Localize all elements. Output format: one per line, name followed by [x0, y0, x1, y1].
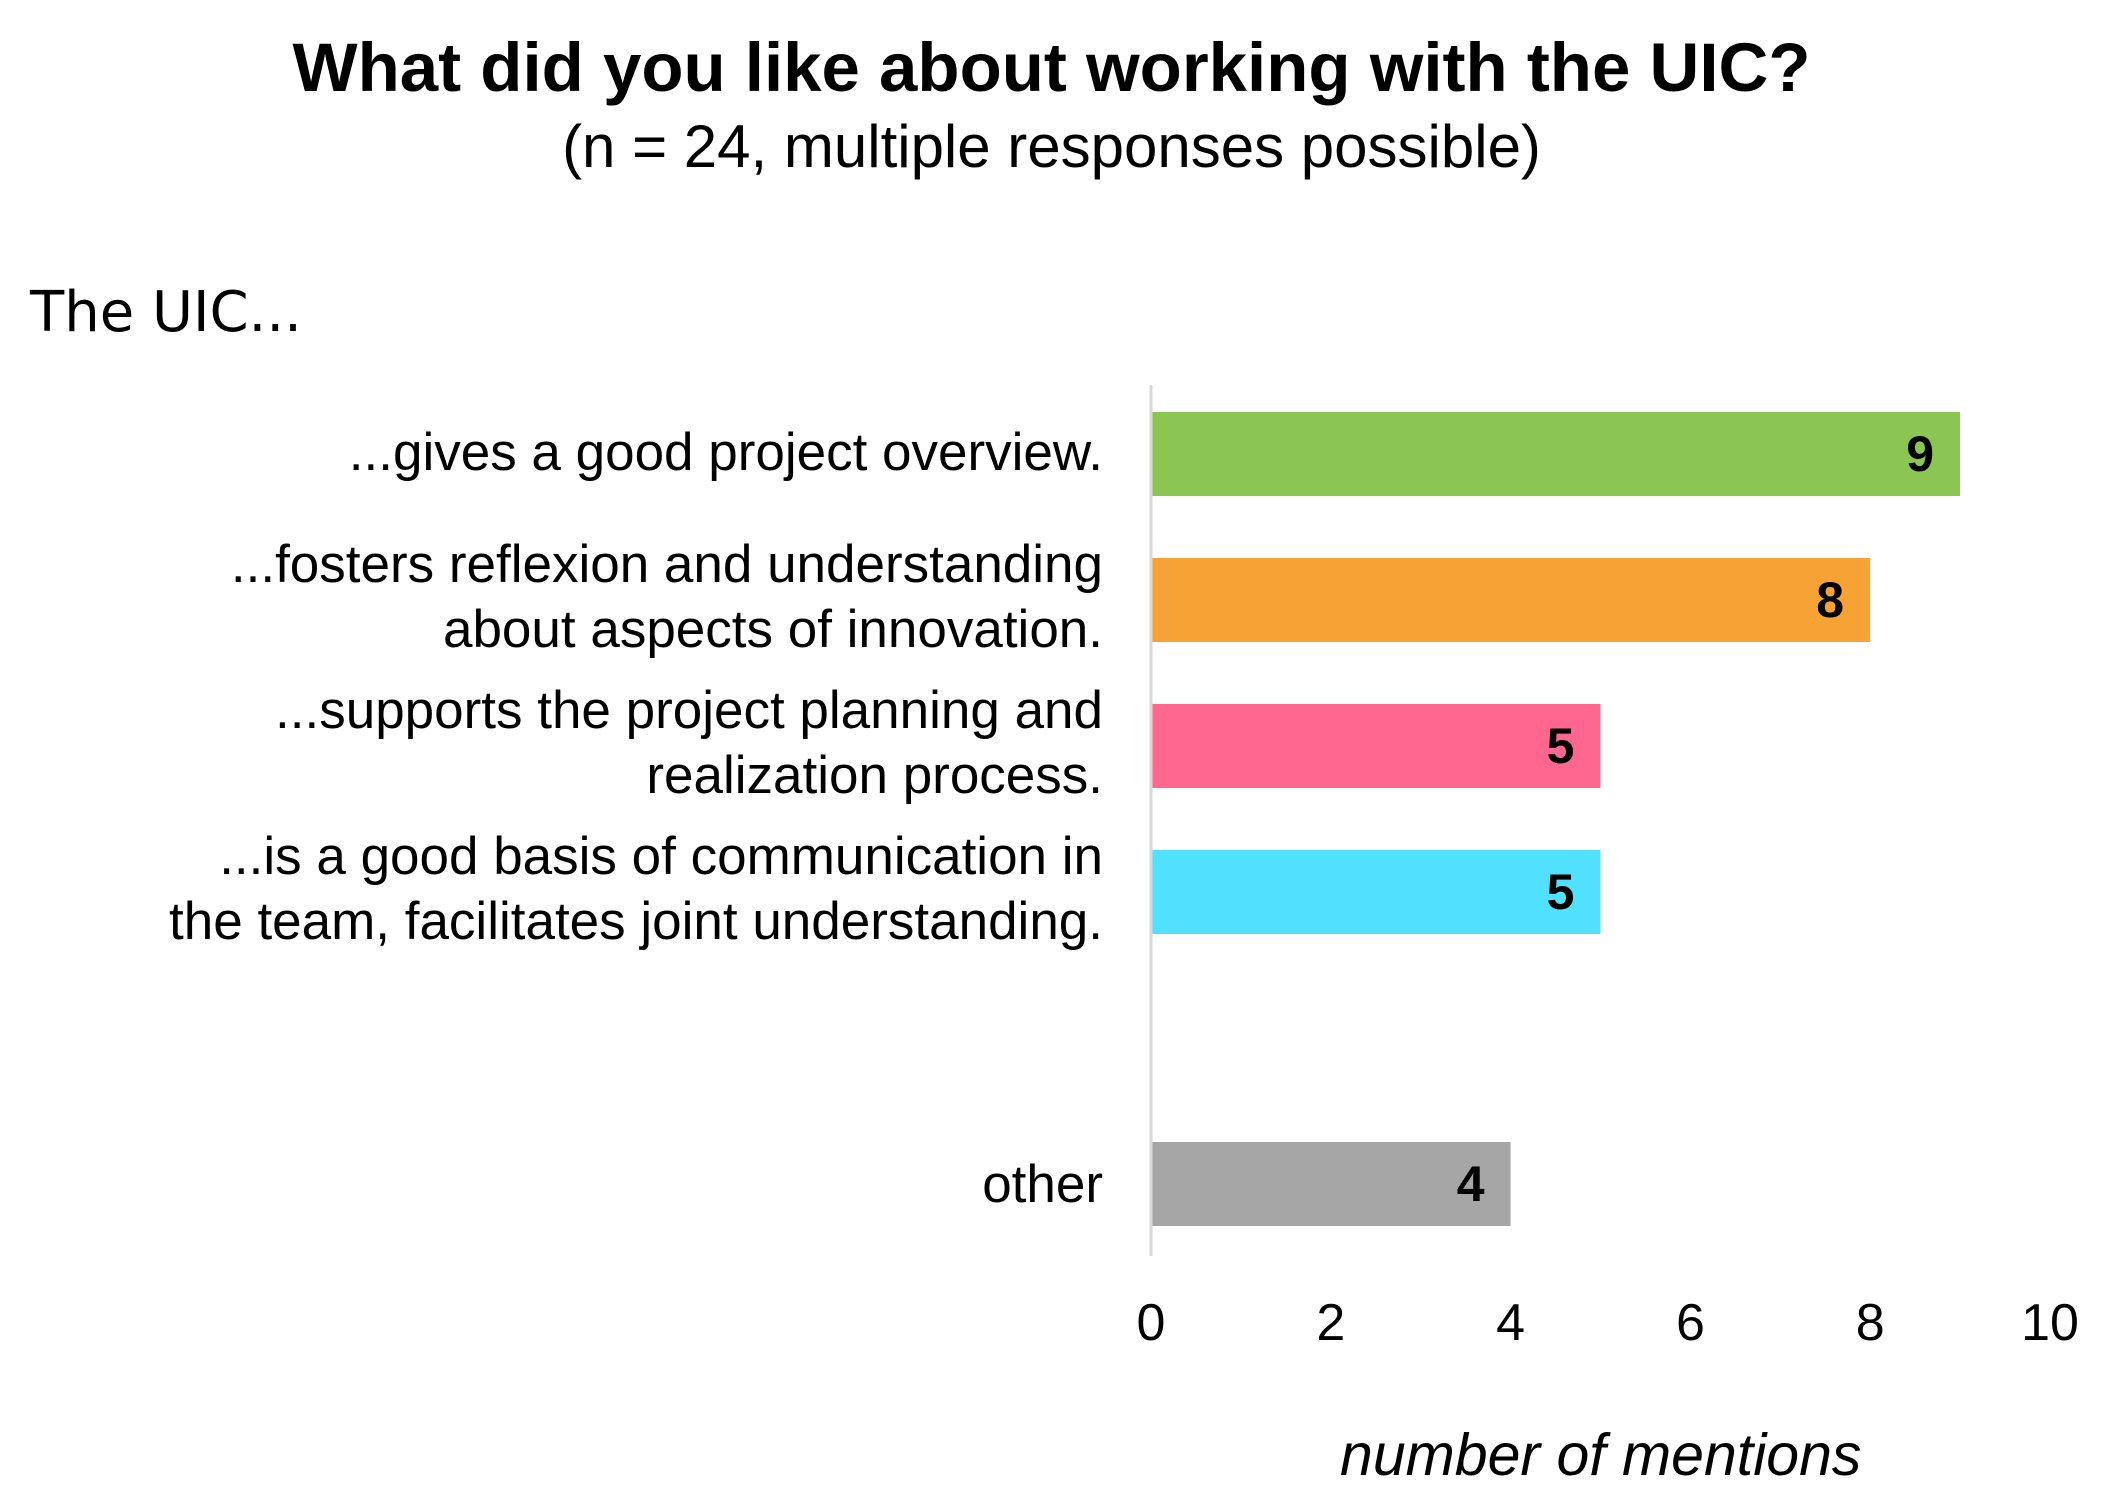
bar-value-label: 8 — [1816, 572, 1844, 628]
category-label-reflexion: ...fosters reflexion and understanding a… — [231, 532, 1103, 662]
category-label-line: other — [982, 1155, 1103, 1214]
bar-value-label: 5 — [1547, 718, 1575, 774]
category-label-line: ...supports the project planning and — [275, 681, 1103, 740]
bar-value-label: 5 — [1547, 864, 1575, 920]
bar — [1151, 850, 1601, 934]
x-tick-label: 0 — [1137, 1294, 1166, 1352]
chart-title: What did you like about working with the… — [292, 29, 1811, 106]
x-axis-ticks: 0 2 4 6 8 10 — [1137, 1294, 2079, 1352]
x-tick-label: 2 — [1316, 1294, 1345, 1352]
category-label-overview: ...gives a good project overview. — [349, 420, 1103, 485]
category-label-line: realization process. — [646, 746, 1103, 805]
category-label-line: ...gives a good project overview. — [348, 423, 1103, 482]
category-label-line: ...fosters reflexion and understanding — [230, 535, 1103, 594]
chart-subtitle: (n = 24, multiple responses possible) — [562, 113, 1541, 180]
x-tick-label: 6 — [1676, 1294, 1705, 1352]
category-label-planning: ...supports the project planning and rea… — [275, 678, 1103, 808]
category-group-label: The UIC... — [30, 280, 302, 345]
bar-value-label: 9 — [1906, 426, 1934, 482]
category-label-line: ...is a good basis of communication in — [219, 827, 1103, 886]
x-tick-label: 4 — [1496, 1294, 1525, 1352]
bar — [1151, 412, 1961, 496]
category-label-communication: ...is a good basis of communication in t… — [169, 824, 1103, 954]
category-label-line: about aspects of innovation. — [442, 600, 1103, 659]
x-tick-label: 10 — [2021, 1294, 2079, 1352]
x-tick-label: 8 — [1856, 1294, 1885, 1352]
bar — [1151, 558, 1871, 642]
bars-group: 9 8 5 5 4 — [1151, 412, 1961, 1226]
bar — [1151, 704, 1601, 788]
bar — [1151, 1142, 1511, 1226]
category-label-line: the team, facilitates joint understandin… — [169, 892, 1103, 951]
category-label-other: other — [982, 1152, 1103, 1217]
bar-value-label: 4 — [1457, 1156, 1485, 1212]
x-axis-label: number of mentions — [1340, 1422, 1862, 1488]
